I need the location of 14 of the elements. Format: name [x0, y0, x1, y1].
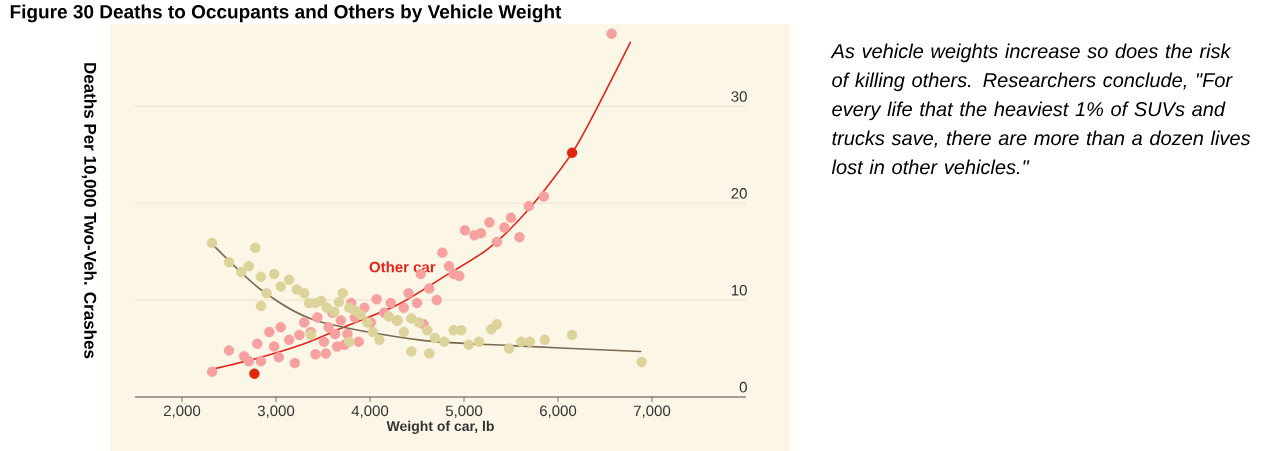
y-tick-label: 30: [731, 91, 747, 102]
y-tick-label: 0: [739, 381, 747, 393]
x-tick-label: 3,000: [257, 405, 295, 418]
x-axis-title: Weight of car, lb: [386, 420, 494, 434]
text: As vehicle weights increase so does the risk of killing others. Researchers conclude, "For every life that the heaviest 1% of SUVs and trucks save, there are more than a dozen lives lost in other vehicles.": [830, 43, 1251, 175]
x-tick-label: 6,000: [540, 405, 577, 418]
y-tick-label: 20: [731, 188, 747, 199]
chart-title: Figure 30 Deaths to Occupants and Others by Vehicle Weight: [10, 4, 562, 23]
y-tick-label: 10: [731, 284, 747, 296]
x-tick-label: 4,000: [351, 405, 389, 418]
x-tick-label: 7,000: [634, 405, 671, 418]
y-axis-title: Deaths Per 10,000 Two-Veh. Crashes: [81, 63, 97, 359]
x-tick-label: 5,000: [445, 405, 483, 418]
x-tick-label: 2,000: [163, 405, 201, 418]
